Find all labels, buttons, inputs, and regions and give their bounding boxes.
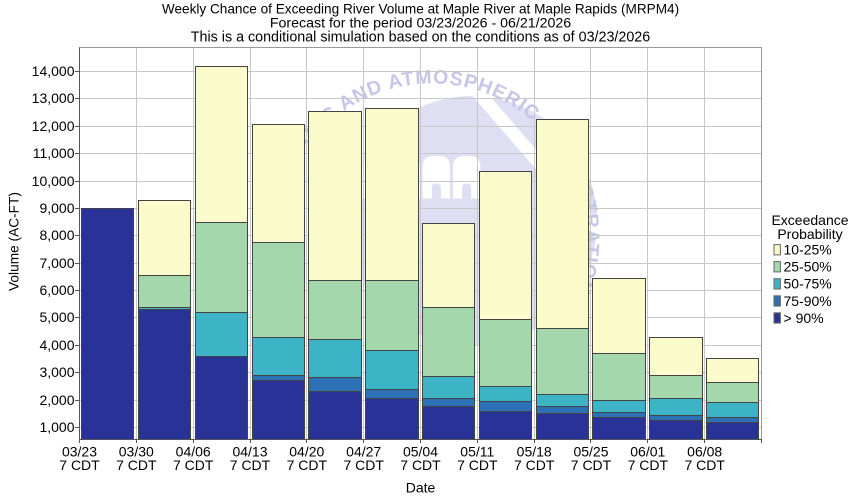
svg-text:13,000: 13,000 bbox=[32, 90, 75, 106]
svg-text:50-75%: 50-75% bbox=[784, 276, 832, 292]
svg-text:> 90%: > 90% bbox=[784, 310, 824, 326]
svg-text:Probability: Probability bbox=[777, 226, 842, 242]
svg-text:7 CDT: 7 CDT bbox=[173, 457, 214, 473]
svg-text:Volume (AC-FT): Volume (AC-FT) bbox=[7, 192, 22, 291]
svg-text:7 CDT: 7 CDT bbox=[684, 457, 725, 473]
svg-text:05/25: 05/25 bbox=[573, 444, 608, 460]
svg-text:5,000: 5,000 bbox=[39, 309, 74, 325]
svg-text:04/06: 04/06 bbox=[176, 444, 211, 460]
svg-text:06/01: 06/01 bbox=[630, 444, 665, 460]
svg-text:7 CDT: 7 CDT bbox=[628, 457, 669, 473]
svg-text:2,000: 2,000 bbox=[39, 392, 74, 408]
svg-text:04/20: 04/20 bbox=[289, 444, 324, 460]
svg-text:7 CDT: 7 CDT bbox=[343, 457, 384, 473]
svg-text:03/30: 03/30 bbox=[119, 444, 154, 460]
svg-text:7 CDT: 7 CDT bbox=[400, 457, 441, 473]
svg-text:10-25%: 10-25% bbox=[784, 242, 832, 258]
svg-text:04/13: 04/13 bbox=[232, 444, 267, 460]
svg-text:7 CDT: 7 CDT bbox=[116, 457, 157, 473]
svg-text:9,000: 9,000 bbox=[39, 200, 74, 216]
svg-text:7 CDT: 7 CDT bbox=[571, 457, 612, 473]
svg-text:06/08: 06/08 bbox=[687, 444, 722, 460]
svg-text:7,000: 7,000 bbox=[39, 255, 74, 271]
svg-text:14,000: 14,000 bbox=[32, 63, 75, 79]
svg-text:Weekly Chance of Exceeding Riv: Weekly Chance of Exceeding River Volume … bbox=[162, 1, 679, 16]
svg-text:05/18: 05/18 bbox=[517, 444, 552, 460]
svg-text:11,000: 11,000 bbox=[33, 145, 75, 161]
svg-text:04/27: 04/27 bbox=[346, 444, 381, 460]
svg-text:7 CDT: 7 CDT bbox=[457, 457, 498, 473]
svg-text:6,000: 6,000 bbox=[39, 282, 74, 298]
svg-text:3,000: 3,000 bbox=[39, 364, 74, 380]
svg-text:7 CDT: 7 CDT bbox=[59, 457, 100, 473]
svg-text:Date: Date bbox=[406, 480, 436, 496]
svg-text:Forecast for the period 03/23/: Forecast for the period 03/23/2026 - 06/… bbox=[270, 15, 571, 31]
svg-text:05/11: 05/11 bbox=[460, 444, 494, 460]
svg-text:7 CDT: 7 CDT bbox=[514, 457, 555, 473]
svg-text:1,000: 1,000 bbox=[39, 419, 74, 435]
svg-text:10,000: 10,000 bbox=[32, 173, 75, 189]
svg-text:25-50%: 25-50% bbox=[784, 259, 832, 275]
svg-text:8,000: 8,000 bbox=[39, 227, 74, 243]
svg-text:This is a conditional simulati: This is a conditional simulation based o… bbox=[191, 29, 650, 45]
svg-text:03/23: 03/23 bbox=[62, 444, 97, 460]
svg-text:12,000: 12,000 bbox=[32, 118, 75, 134]
svg-text:7 CDT: 7 CDT bbox=[230, 457, 271, 473]
svg-text:7 CDT: 7 CDT bbox=[287, 457, 328, 473]
svg-text:75-90%: 75-90% bbox=[784, 293, 832, 309]
svg-text:05/04: 05/04 bbox=[403, 444, 438, 460]
svg-text:4,000: 4,000 bbox=[39, 337, 74, 353]
svg-text:Exceedance: Exceedance bbox=[771, 212, 848, 228]
